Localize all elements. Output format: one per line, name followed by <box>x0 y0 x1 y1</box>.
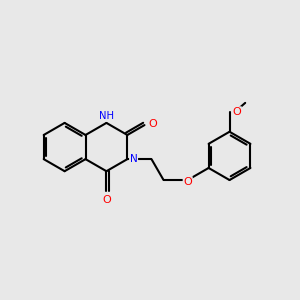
Text: O: O <box>102 195 111 205</box>
Text: N: N <box>130 154 137 164</box>
Text: O: O <box>232 107 241 117</box>
Text: NH: NH <box>99 111 114 121</box>
Text: O: O <box>183 177 192 187</box>
Text: O: O <box>148 119 157 130</box>
